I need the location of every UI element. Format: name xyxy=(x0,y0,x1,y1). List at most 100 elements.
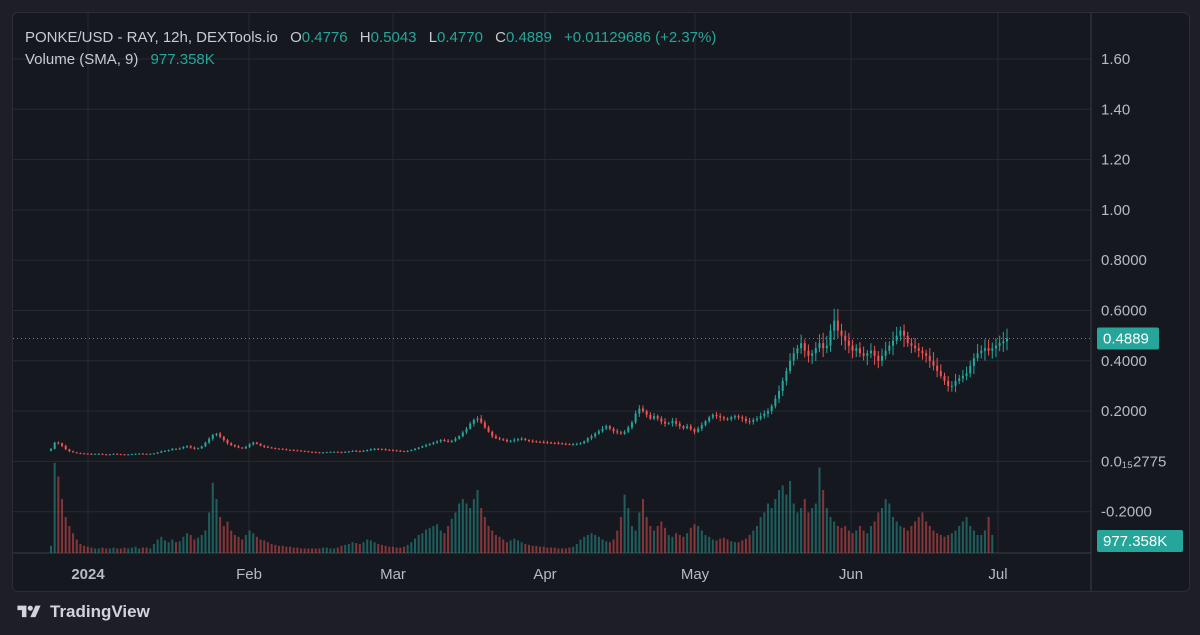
candle-body xyxy=(476,418,479,420)
volume-bar xyxy=(208,512,211,553)
volume-bar xyxy=(847,530,850,553)
volume-bar xyxy=(693,524,696,553)
volume-bar xyxy=(443,533,446,553)
candle-body xyxy=(53,442,56,449)
volume-bar xyxy=(465,503,468,553)
candle-body xyxy=(858,348,861,354)
candle-body xyxy=(483,422,486,428)
volume-legend-row: Volume (SMA, 9) 977.358K xyxy=(25,49,716,71)
volume-bar xyxy=(333,548,336,553)
volume-bar xyxy=(377,544,380,553)
volume-indicator-label[interactable]: Volume (SMA, 9) xyxy=(25,51,139,68)
volume-bar xyxy=(186,533,189,553)
volume-bar xyxy=(513,538,516,553)
price-tick-label: 0.2000 xyxy=(1101,403,1147,420)
candle-body xyxy=(439,440,442,442)
volume-bar xyxy=(222,526,225,553)
candle-body xyxy=(112,453,115,455)
candle-body xyxy=(94,453,97,455)
brand-name: TradingView xyxy=(50,602,150,621)
candle-body xyxy=(880,355,883,361)
candle-body xyxy=(105,454,108,456)
volume-bar xyxy=(597,536,600,553)
candle-body xyxy=(733,416,736,418)
volume-bar xyxy=(178,541,181,553)
candle-body xyxy=(550,442,553,444)
candle-body xyxy=(851,345,854,351)
candle-body xyxy=(325,452,328,454)
candle-body xyxy=(590,436,593,439)
candle-body xyxy=(358,451,361,453)
candle-body xyxy=(531,440,534,442)
candle-body xyxy=(943,375,946,381)
candle-body xyxy=(436,441,439,443)
volume-bar xyxy=(384,545,387,553)
volume-bar xyxy=(509,540,512,553)
candle-body xyxy=(391,450,394,452)
volume-bar xyxy=(855,530,858,553)
volume-bar xyxy=(303,548,306,553)
volume-bar xyxy=(884,499,887,553)
volume-bar xyxy=(414,538,417,553)
candle-body xyxy=(127,454,130,456)
volume-bar xyxy=(244,535,247,553)
volume-bar xyxy=(531,545,534,553)
time-tick-label: May xyxy=(681,566,710,583)
volume-bar xyxy=(61,499,64,553)
candle-body xyxy=(722,417,725,419)
volume-bar xyxy=(583,536,586,553)
candle-body xyxy=(274,448,277,450)
volume-bar xyxy=(524,544,527,553)
candle-body xyxy=(450,440,453,442)
volume-bar xyxy=(347,544,350,553)
price-tick-label: 0.4000 xyxy=(1101,353,1147,370)
tradingview-brand[interactable]: TradingView xyxy=(14,600,150,624)
volume-bar xyxy=(641,499,644,553)
candle-body xyxy=(612,428,615,432)
volume-bar xyxy=(568,547,571,553)
volume-bar xyxy=(553,547,556,553)
candle-body xyxy=(829,330,832,346)
candle-body xyxy=(79,453,82,455)
symbol-title[interactable]: PONKE/USD - RAY, 12h, DEXTools.io xyxy=(25,29,278,46)
candle-body xyxy=(627,427,630,432)
candle-body xyxy=(318,452,321,454)
candle-body xyxy=(987,348,990,351)
candle-body xyxy=(914,345,917,349)
candle-body xyxy=(998,343,1001,346)
candle-body xyxy=(516,439,519,441)
candle-body xyxy=(108,454,111,456)
volume-bar xyxy=(770,508,773,553)
candle-body xyxy=(884,350,887,356)
candle-body xyxy=(263,445,266,447)
candle-body xyxy=(432,442,435,444)
candle-body xyxy=(888,345,891,351)
volume-bar xyxy=(719,538,722,553)
volume-bar xyxy=(858,526,861,553)
candle-body xyxy=(778,390,781,399)
candle-body xyxy=(233,445,236,447)
candle-body xyxy=(638,408,641,414)
candle-body xyxy=(314,452,317,454)
volume-bar xyxy=(288,546,292,553)
chart-panel[interactable]: 1.60 1.40 1.20 1.00 0.8000 0.6000 0.4000 0.2000… xyxy=(12,12,1190,592)
candle-body xyxy=(972,358,975,366)
volume-bar xyxy=(785,494,788,553)
high-label: H xyxy=(359,29,371,46)
volume-bar xyxy=(803,499,806,553)
volume-bar xyxy=(300,548,303,553)
candle-body xyxy=(862,353,865,356)
chart-canvas[interactable]: 1.60 1.40 1.20 1.00 0.8000 0.6000 0.4000 0.2000… xyxy=(13,13,1189,591)
volume-bar xyxy=(252,533,255,553)
candle-body xyxy=(237,446,240,448)
volume-bar xyxy=(818,467,821,553)
candle-body xyxy=(965,373,968,376)
candle-body xyxy=(347,451,350,453)
candle-body xyxy=(340,452,343,454)
candle-body xyxy=(619,432,622,434)
candle-body xyxy=(575,443,578,445)
last-price-tag-label: 0.4889 xyxy=(1103,330,1149,347)
candle-body xyxy=(660,418,663,422)
volume-bar xyxy=(656,526,659,553)
close-label: C xyxy=(495,29,506,46)
